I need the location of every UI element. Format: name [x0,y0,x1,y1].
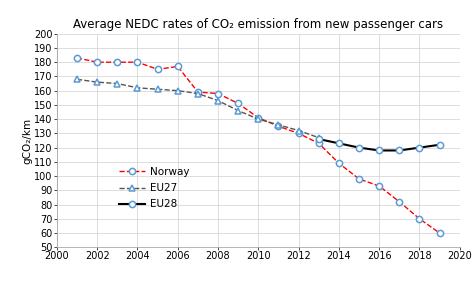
Line: EU28: EU28 [316,136,443,154]
Norway [195,90,201,94]
EU28 [437,143,442,146]
EU27 [175,89,181,92]
EU27 [195,92,201,95]
Norway [437,231,442,235]
EU28 [336,142,342,145]
Norway [316,142,321,145]
Norway [114,60,120,64]
Legend: Norway, EU27, EU28: Norway, EU27, EU28 [114,163,193,214]
Norway [376,184,382,188]
EU27 [155,88,160,91]
Norway [255,116,261,119]
Line: EU27: EU27 [74,76,322,141]
EU27 [114,82,120,85]
Norway [336,162,342,165]
EU27 [74,78,80,81]
Norway [275,124,281,128]
Norway [296,132,301,135]
EU27 [94,80,100,84]
Line: Norway: Norway [74,55,443,236]
EU28 [396,149,402,152]
Norway [74,56,80,60]
EU28 [316,137,321,141]
EU27 [235,109,241,112]
EU27 [275,123,281,126]
Norway [417,217,422,221]
Norway [155,68,160,71]
EU27 [316,136,321,139]
Y-axis label: gCO₂/km: gCO₂/km [23,117,33,164]
Norway [396,200,402,203]
Title: Average NEDC rates of CO₂ emission from new passenger cars: Average NEDC rates of CO₂ emission from … [73,18,443,31]
EU28 [356,146,362,149]
Norway [135,60,140,64]
EU27 [215,99,221,102]
Norway [356,177,362,181]
EU27 [135,86,140,90]
EU27 [296,129,301,132]
EU27 [255,117,261,121]
EU28 [376,149,382,152]
Norway [215,92,221,95]
Norway [235,102,241,105]
EU28 [417,146,422,149]
Norway [94,60,100,64]
Norway [175,65,181,68]
